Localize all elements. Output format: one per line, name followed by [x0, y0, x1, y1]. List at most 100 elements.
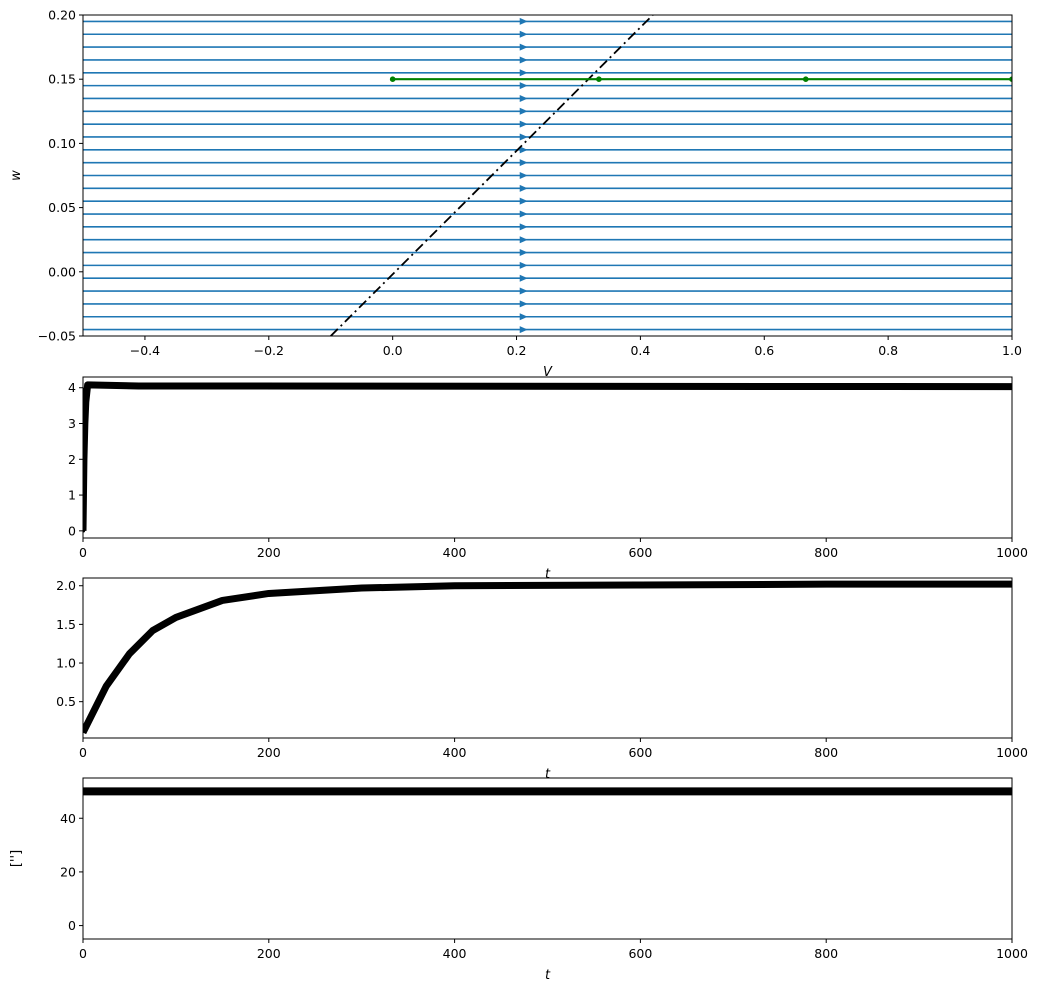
- streamline-arrow: [519, 30, 528, 38]
- series-point: [83, 419, 86, 423]
- x-tick-label: 0.8: [878, 343, 898, 358]
- y-tick-label: 0.5: [56, 694, 76, 709]
- axes-1: −0.4 −0.2 0.0 0.2 0.4 0.6 0.8 1.0 −0.05 0.00 0.05 0…: [9, 8, 1022, 381]
- plot-area-3: [83, 580, 1012, 735]
- plot-area-1: [83, 15, 1012, 336]
- x-tick-label: 1000: [996, 745, 1028, 760]
- y-tick-label: −0.05: [38, 329, 76, 344]
- axes-3: 0 200 400 600 800 1000 0.5 1.0 1.5 2.0 t: [56, 577, 1028, 782]
- axes-4: 0 200 400 600 800 1000 0 20 40 t ['']: [9, 777, 1028, 983]
- x-tick-label: 400: [443, 745, 467, 760]
- x-tick-label: 0.0: [383, 343, 403, 358]
- streamline-arrow: [519, 184, 528, 192]
- series-point: [83, 497, 86, 501]
- x-tick-label: 800: [814, 946, 838, 961]
- x-tick-label: 1000: [996, 545, 1028, 560]
- plot-area-2: [83, 381, 1012, 533]
- streamline-arrow: [519, 274, 528, 282]
- series-point: [83, 445, 86, 449]
- x-tick-label: 1.0: [1002, 343, 1022, 358]
- y-tick-label: 0: [68, 523, 76, 538]
- y-tick-label: 1.5: [56, 617, 76, 632]
- x-tick-label: 400: [443, 946, 467, 961]
- series-point: [83, 439, 86, 443]
- series-point: [83, 503, 86, 507]
- series-point: [83, 477, 86, 481]
- x-tick-label: 800: [814, 745, 838, 760]
- streamline-arrow: [519, 172, 528, 179]
- x-tick-label: −0.2: [254, 343, 284, 358]
- streamline-arrow: [519, 249, 528, 257]
- y-tick-label: 0.20: [48, 8, 76, 23]
- series-point: [83, 387, 86, 391]
- y-tick-label: 0.15: [48, 72, 76, 87]
- y-tick-label: 0.00: [48, 264, 76, 279]
- streamline-arrow: [519, 326, 528, 334]
- series-marker: [596, 76, 602, 82]
- series-point: [83, 432, 86, 436]
- x-tick-label: 400: [443, 545, 467, 560]
- streamline-arrow: [519, 43, 528, 51]
- streamline-arrow: [519, 82, 528, 90]
- x-axis-label: t: [545, 767, 551, 782]
- axes-frame: [82, 577, 1013, 739]
- axes-2: 0 200 400 600 800 1000 0 1 2 3 4 t: [68, 376, 1028, 582]
- y-tick-label: 2.0: [56, 578, 76, 593]
- y-tick-label: 4: [68, 380, 76, 395]
- x-tick-label: 0.2: [507, 343, 527, 358]
- x-axis-label: t: [545, 968, 551, 983]
- series-point: [83, 451, 86, 456]
- series-point: [83, 516, 86, 520]
- x-tick-label: 600: [628, 545, 652, 560]
- series-marker: [1009, 76, 1012, 82]
- streamline-arrow: [519, 94, 528, 102]
- series-point: [83, 490, 86, 494]
- x-tick-label: 0: [79, 545, 87, 560]
- y-tick-label: 2: [68, 452, 76, 467]
- series-point: [83, 400, 86, 404]
- streamline-arrow: [519, 210, 528, 218]
- series-marker: [802, 76, 809, 82]
- streamline-arrow: [519, 17, 528, 25]
- y-tick-label: 40: [60, 811, 76, 826]
- streamline-arrow: [519, 56, 528, 64]
- streamline-arrow: [519, 146, 528, 154]
- series-point: [83, 426, 86, 430]
- y-tick-label: 1.0: [56, 656, 76, 671]
- series-point: [83, 471, 86, 475]
- x-tick-label: 200: [257, 946, 281, 961]
- y-tick-label: 0.10: [48, 136, 76, 151]
- series-point: [83, 464, 86, 469]
- streamline-arrow: [519, 287, 528, 295]
- series-3-1: [83, 580, 1012, 735]
- streamline-arrow: [519, 133, 528, 141]
- series-point: [83, 529, 86, 533]
- y-tick-label: 1: [68, 488, 76, 503]
- streamline-arrow: [519, 120, 528, 128]
- x-tick-label: 0.6: [754, 343, 774, 358]
- series-point: [83, 406, 86, 411]
- x-tick-label: 0: [79, 946, 87, 961]
- streamline-arrow: [519, 69, 528, 77]
- series-1-1: [330, 15, 654, 336]
- x-tick-label: 600: [628, 745, 652, 760]
- series-point: [83, 413, 86, 417]
- y-tick-label: 20: [60, 864, 76, 879]
- x-tick-label: 600: [628, 946, 652, 961]
- streamline-arrow: [519, 313, 528, 321]
- axes-frame: [82, 14, 1013, 337]
- series-point: [83, 458, 86, 462]
- series-point: [83, 394, 86, 398]
- y-axis-label: w: [9, 170, 24, 181]
- streamline-arrow: [519, 197, 528, 205]
- x-tick-label: 0: [79, 745, 87, 760]
- streamline-arrow: [519, 159, 528, 167]
- y-tick-label: 0.05: [48, 200, 76, 215]
- series-point: [83, 484, 86, 488]
- series-2-1: [83, 381, 1012, 531]
- y-tick-label: 0: [68, 918, 76, 933]
- y-tick-label: 3: [68, 416, 76, 431]
- streamline-arrow: [519, 236, 528, 244]
- streamline-arrow: [519, 261, 528, 269]
